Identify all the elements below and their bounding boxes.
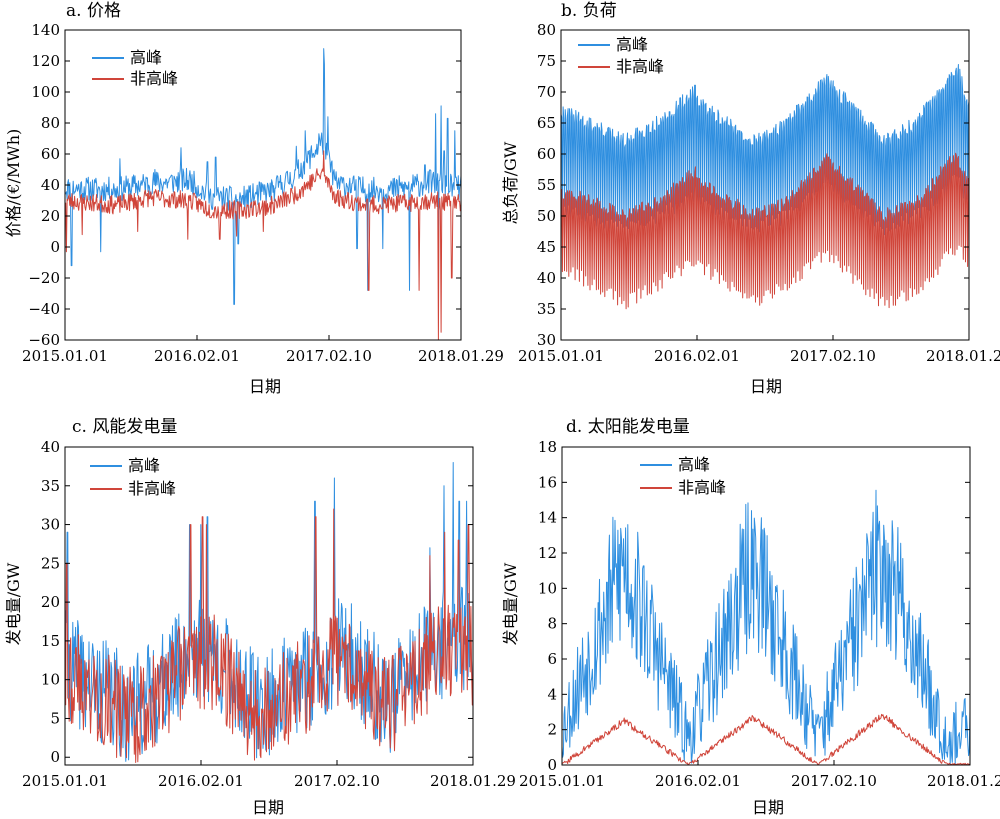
panel-c-plot: 0 5 10 15 20 25 30 35 40 2015.01.01 2016.02.01 2017… [22,438,516,790]
panel-a-xlabel: 日期 [249,377,281,396]
y-tick-label: 5 [50,709,60,727]
y-tick-label: −20 [28,269,60,287]
plot-frame [64,446,474,766]
y-tick-label: 120 [31,52,60,70]
plot-frame [561,446,971,766]
y-tick-label: 40 [41,176,60,194]
panel-b: b. 负荷 总负荷/GW 日期 30 35 40 45 50 55 60 65 70 75 80 20… [501,1,1000,396]
legend-offpeak-label: 非高峰 [678,478,726,497]
panel-c-xlabel: 日期 [252,798,284,817]
y-tick-label: 65 [537,114,556,132]
y-tick-label: 14 [538,509,557,527]
legend-peak-label: 高峰 [678,455,710,474]
y-tick-label: −60 [28,331,60,349]
panel-d-plot: 0 2 4 6 8 10 12 14 16 18 2015.01.01 2016.02.01 2017.… [519,438,1000,790]
y-tick-label: 2 [547,721,557,739]
y-tick-label: 100 [31,83,60,101]
y-tick-label: 50 [537,207,556,225]
legend-offpeak-label: 非高峰 [128,479,176,498]
panel-b-title: b. 负荷 [561,1,617,21]
x-tick-label: 2017.02.10 [790,347,876,365]
legend-offpeak-label: 非高峰 [130,69,178,88]
y-tick-label: 75 [537,52,556,70]
panel-c-title: c. 风能发电量 [72,417,177,437]
x-tick-label: 2017.02.10 [791,772,877,790]
y-tick-label: 30 [537,331,556,349]
panel-a-legend: 高峰 非高峰 [92,48,178,88]
y-tick-label: 18 [538,438,557,456]
panel-a-title: a. 价格 [66,1,121,21]
panel-d-ylabel: 发电量/GW [501,562,520,645]
legend-peak-label: 高峰 [128,456,160,475]
series-line-offpeak [65,508,473,763]
legend-offpeak-label: 非高峰 [616,57,664,76]
series-line-peak [65,48,461,305]
y-tick-label: 10 [538,579,557,597]
x-tick-label: 2016.02.01 [654,347,740,365]
panel-b-ylabel: 总负荷/GW [501,141,520,224]
legend-peak-label: 高峰 [130,48,162,67]
panel-c-ylabel: 发电量/GW [4,562,23,645]
panel-a: a. 价格 价格/(€/MWh) 日期 −60 −40 −20 0 20 40 60 80 10… [4,1,504,396]
x-tick-label: 2015.01.01 [22,772,108,790]
panel-a-ylabel: 价格/(€/MWh) [4,129,23,238]
y-tick-label: 80 [41,114,60,132]
panel-d-title: d. 太阳能发电量 [566,417,690,437]
y-tick-label: 35 [41,477,60,495]
y-tick-label: 40 [41,438,60,456]
x-tick-label: 2016.02.01 [154,347,240,365]
y-tick-label: 35 [537,300,556,318]
y-tick-label: 0 [50,238,60,256]
series-line-peak [562,489,970,765]
y-tick-label: 0 [547,756,557,774]
x-tick-label: 2018.01.29 [430,772,516,790]
panel-d-xlabel: 日期 [752,798,784,817]
series-line-offpeak [561,152,969,310]
panel-d: d. 太阳能发电量 发电量/GW 日期 0 2 4 6 8 10 12 14 16 18 2015.… [501,417,1000,817]
y-tick-label: 15 [41,632,60,650]
x-tick-label: 2018.01.29 [418,347,504,365]
y-tick-label: 140 [31,21,60,39]
y-tick-label: 20 [41,207,60,225]
y-tick-label: 55 [537,176,556,194]
panel-b-plot: 30 35 40 45 50 55 60 65 70 75 80 2015.01.01 2016.02.… [518,21,1000,365]
x-tick-label: 2018.01.29 [927,772,1000,790]
y-tick-label: 60 [537,145,556,163]
y-tick-label: 6 [547,650,557,668]
panel-c: c. 风能发电量 发电量/GW 日期 0 5 10 15 20 25 30 35 40 2015.… [4,417,516,817]
y-tick-label: 80 [537,21,556,39]
series-line-offpeak [562,713,970,765]
y-tick-label: −40 [28,300,60,318]
y-tick-label: 70 [537,83,556,101]
y-tick-label: 4 [547,685,557,703]
x-tick-label: 2016.02.01 [655,772,741,790]
series-line-offpeak [65,150,461,340]
y-tick-label: 40 [537,269,556,287]
series-line-peak [561,64,969,236]
panel-b-xlabel: 日期 [750,377,782,396]
x-tick-label: 2018.01.29 [926,347,1000,365]
panel-a-plot: −60 −40 −20 0 20 40 60 80 100 120 140 2015.01.01 201… [22,21,504,365]
panel-b-legend: 高峰 非高峰 [578,35,664,76]
y-tick-label: 12 [538,544,557,562]
panel-c-legend: 高峰 非高峰 [90,456,176,498]
y-tick-label: 16 [538,473,557,491]
x-tick-label: 2015.01.01 [22,347,108,365]
legend-peak-label: 高峰 [616,35,648,54]
y-tick-label: 20 [41,593,60,611]
x-tick-label: 2015.01.01 [518,347,604,365]
x-tick-label: 2015.01.01 [519,772,605,790]
y-tick-label: 10 [41,671,60,689]
y-tick-label: 0 [50,748,60,766]
y-tick-label: 25 [41,554,60,572]
y-tick-label: 60 [41,145,60,163]
x-tick-label: 2017.02.10 [294,772,380,790]
x-tick-label: 2017.02.10 [286,347,372,365]
y-tick-label: 45 [537,238,556,256]
x-tick-label: 2016.02.01 [158,772,244,790]
y-tick-label: 30 [41,516,60,534]
y-tick-label: 8 [547,615,557,633]
panel-d-legend: 高峰 非高峰 [640,455,726,497]
